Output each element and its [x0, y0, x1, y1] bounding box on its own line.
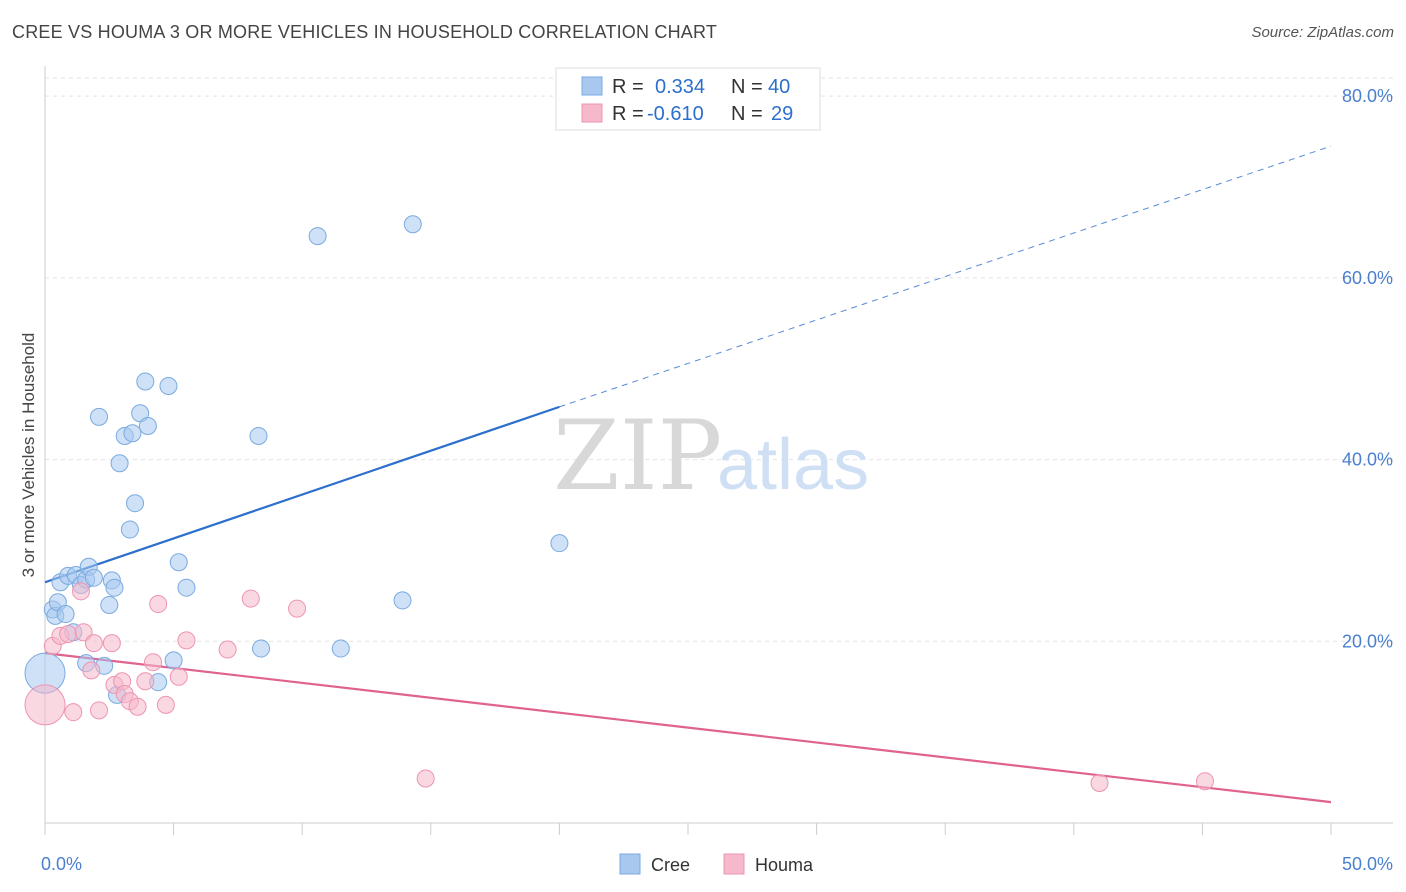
grid-lines	[45, 77, 1393, 642]
legend-n-value: 40	[768, 76, 790, 98]
data-point-cree	[126, 494, 145, 513]
data-point-houma	[218, 640, 237, 659]
data-point-cree	[84, 568, 103, 587]
data-point-houma	[72, 582, 91, 601]
chart-title: CREE VS HOUMA 3 OR MORE VEHICLES IN HOUS…	[12, 22, 718, 42]
data-point-cree	[105, 578, 124, 597]
data-point-cree	[403, 215, 422, 234]
data-point-houma	[136, 672, 155, 691]
data-point-cree	[249, 426, 268, 445]
data-point-houma	[288, 599, 307, 618]
legend-r-label: R =	[612, 76, 644, 98]
legend-n-value: 29	[771, 103, 793, 125]
data-point-houma	[156, 695, 175, 714]
data-point-houma	[102, 634, 121, 653]
legend-r-label: R =	[612, 103, 644, 125]
trend-line-houma	[44, 652, 1332, 804]
data-point-houma	[177, 631, 196, 650]
data-point-houma	[82, 661, 101, 680]
y-tick-label: 80.0%	[1342, 86, 1393, 106]
watermark-zip: ZIP	[553, 400, 722, 512]
trend-line-cree	[44, 405, 560, 584]
data-point-houma	[1195, 772, 1214, 791]
data-point-cree	[136, 372, 155, 391]
data-point-houma	[59, 625, 78, 644]
data-point-cree	[252, 639, 271, 658]
data-point-cree	[308, 227, 327, 246]
series-legend-label-cree: Cree	[651, 855, 690, 875]
x-tick-label: 0.0%	[41, 854, 82, 874]
data-point-cree	[393, 591, 412, 610]
x-tick-label: 50.0%	[1342, 854, 1393, 874]
data-point-cree	[331, 639, 350, 658]
data-point-cree	[123, 424, 142, 443]
watermark: ZIP atlas	[553, 400, 869, 512]
data-point-houma	[144, 653, 163, 672]
data-point-cree	[177, 578, 196, 597]
legend-swatch-houma	[581, 103, 603, 123]
data-point-cree	[90, 407, 109, 426]
data-point-cree	[159, 376, 178, 395]
legend-r-value: 0.334	[655, 76, 705, 98]
series-legend-swatch-houma	[723, 853, 745, 875]
data-point-cree	[110, 454, 129, 473]
data-point-cree	[164, 651, 183, 670]
trend-lines	[44, 145, 1332, 804]
data-points	[24, 215, 1214, 793]
data-point-houma	[84, 634, 103, 653]
legend-n-label: N =	[731, 103, 763, 125]
trend-line-extension-cree	[559, 145, 1332, 408]
data-point-cree	[169, 553, 188, 572]
data-point-houma	[149, 595, 168, 614]
y-tick-label: 60.0%	[1342, 268, 1393, 288]
data-point-houma	[241, 589, 260, 608]
data-point-houma	[1090, 774, 1109, 793]
data-point-houma	[416, 769, 435, 788]
series-legend-swatch-cree	[619, 853, 641, 875]
data-point-cree	[56, 605, 75, 624]
tick-labels: 20.0% 40.0% 60.0% 80.0% 0.0% 50.0%	[41, 86, 1393, 874]
watermark-atlas: atlas	[717, 425, 869, 505]
data-point-cree	[138, 416, 157, 435]
data-point-houma	[169, 667, 188, 686]
source-credit: Source: ZipAtlas.com	[1251, 24, 1394, 41]
legend-n-label: N =	[731, 76, 763, 98]
stats-legend: R = 0.334 N = 40 R = -0.610 N = 29	[555, 67, 821, 131]
data-point-houma	[64, 703, 83, 722]
y-tick-label: 20.0%	[1342, 631, 1393, 651]
legend-r-value: -0.610	[647, 103, 704, 125]
y-tick-label: 40.0%	[1342, 450, 1393, 470]
data-point-cree	[550, 534, 569, 553]
y-axis-title: 3 or more Vehicles in Household	[19, 333, 38, 578]
series-legend: Cree Houma	[619, 853, 814, 875]
data-point-cree	[100, 595, 119, 614]
data-point-houma	[128, 697, 147, 716]
data-point-cree	[120, 520, 139, 539]
series-legend-label-houma: Houma	[755, 855, 814, 875]
data-point-houma	[24, 684, 66, 726]
legend-swatch-cree	[581, 76, 603, 96]
data-point-houma	[90, 701, 109, 720]
